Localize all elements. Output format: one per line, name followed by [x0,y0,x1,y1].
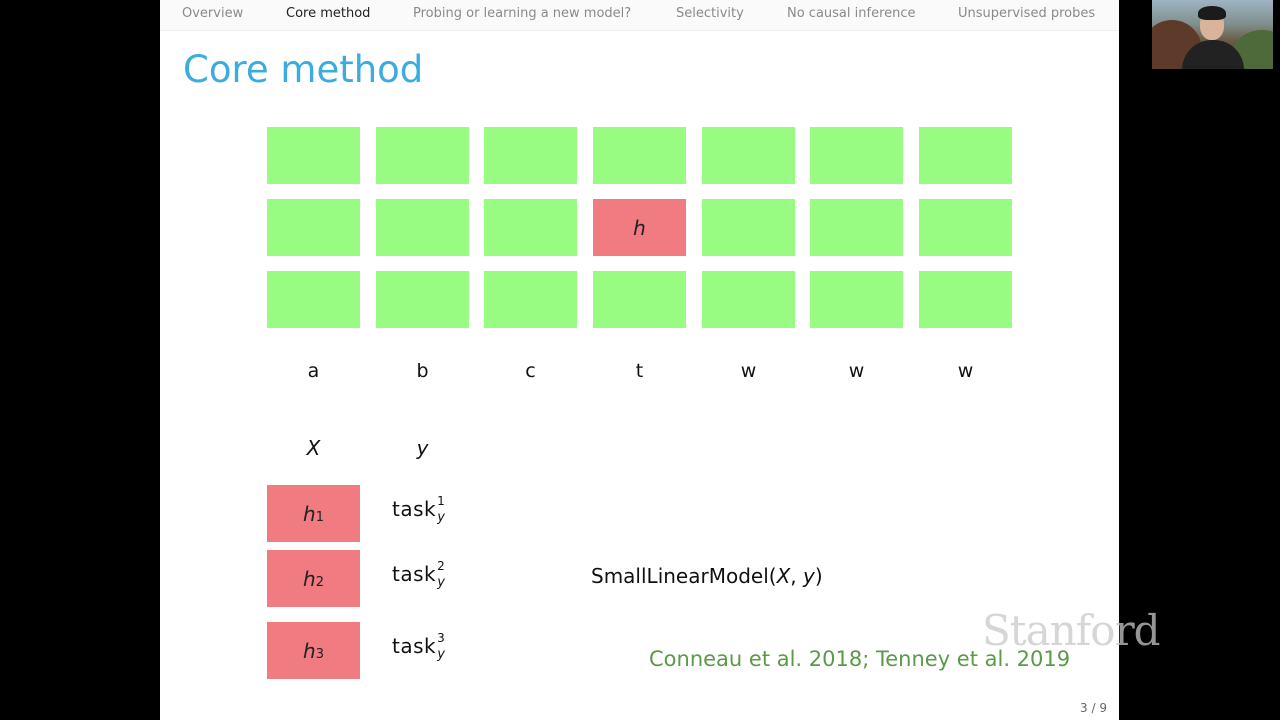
hidden-state-symbol: h [303,566,316,591]
grid-cell [810,127,903,184]
nav-item-core-method[interactable]: Core method [286,6,371,21]
task-subscript: y [437,575,446,590]
grid-cell [376,199,469,256]
hidden-state-label: h [633,215,646,240]
token-label: w [848,360,865,382]
hidden-state-index: 2 [315,575,324,590]
task-label: task2 y [392,559,452,590]
model-name: SmallLinearModel [591,564,769,588]
model-arg-x: X [776,564,791,588]
hidden-state-symbol: h [303,638,316,663]
model-arg-separator: , [790,564,803,588]
grid-cell [593,271,686,328]
token-label: w [740,360,757,382]
grid-cell [267,199,360,256]
grid-cell [702,127,795,184]
grid-cell [702,199,795,256]
model-close-paren: ) [814,564,823,588]
grid-cell [702,271,795,328]
grid-cell [810,199,903,256]
hidden-state-index: 1 [315,510,324,525]
grid-cell [919,199,1012,256]
grid-cell [376,127,469,184]
task-name: task [392,634,437,658]
token-label: c [525,360,536,382]
grid-cell [376,271,469,328]
token-label: t [635,360,644,382]
grid-cell [484,127,577,184]
presenter-video-thumbnail [1152,0,1273,69]
task-name: task [392,497,437,521]
task-superscript: 1 [437,494,446,508]
task-subscript: y [437,510,446,525]
grid-cell [267,271,360,328]
grid-cell [810,271,903,328]
task-name: task [392,562,437,586]
grid-cell [919,127,1012,184]
nav-item-selectivity[interactable]: Selectivity [676,6,744,21]
x-column-header: X [306,436,321,460]
model-formula: SmallLinearModel(X, y) [591,564,823,588]
citation: Conneau et al. 2018; Tenney et al. 2019 [649,647,1071,671]
token-label: b [416,360,429,382]
task-superscript: 3 [437,631,446,645]
nav-item-probing[interactable]: Probing or learning a new model? [413,6,632,21]
slide: Overview Core method Probing or learning… [160,0,1119,720]
presenter-hair [1198,6,1226,20]
highlighted-hidden-state-cell: h [593,199,686,256]
grid-cell [267,127,360,184]
hidden-state-index: 3 [315,647,324,662]
token-label: a [307,360,320,382]
task-subscript: y [437,647,446,662]
nav-item-overview[interactable]: Overview [182,6,244,21]
task-superscript: 2 [437,559,446,573]
nav-item-unsupervised-probes[interactable]: Unsupervised probes [958,6,1096,21]
model-open-paren: ( [768,564,777,588]
task-label: task3 y [392,631,452,662]
grid-cell [919,271,1012,328]
grid-cell [593,127,686,184]
section-nav: Overview Core method Probing or learning… [160,0,1119,31]
grid-cell [484,271,577,328]
stanford-logo: Stanford [982,606,1161,655]
slide-title: Core method [183,48,424,91]
grid-cell [484,199,577,256]
model-arg-y: y [803,564,815,588]
page-number: 3 / 9 [1080,701,1107,715]
y-column-header: y [416,436,429,460]
nav-item-no-causal-inference[interactable]: No causal inference [787,6,916,21]
token-label: w [957,360,974,382]
hidden-state-symbol: h [303,501,316,526]
task-label: task1 y [392,494,452,525]
